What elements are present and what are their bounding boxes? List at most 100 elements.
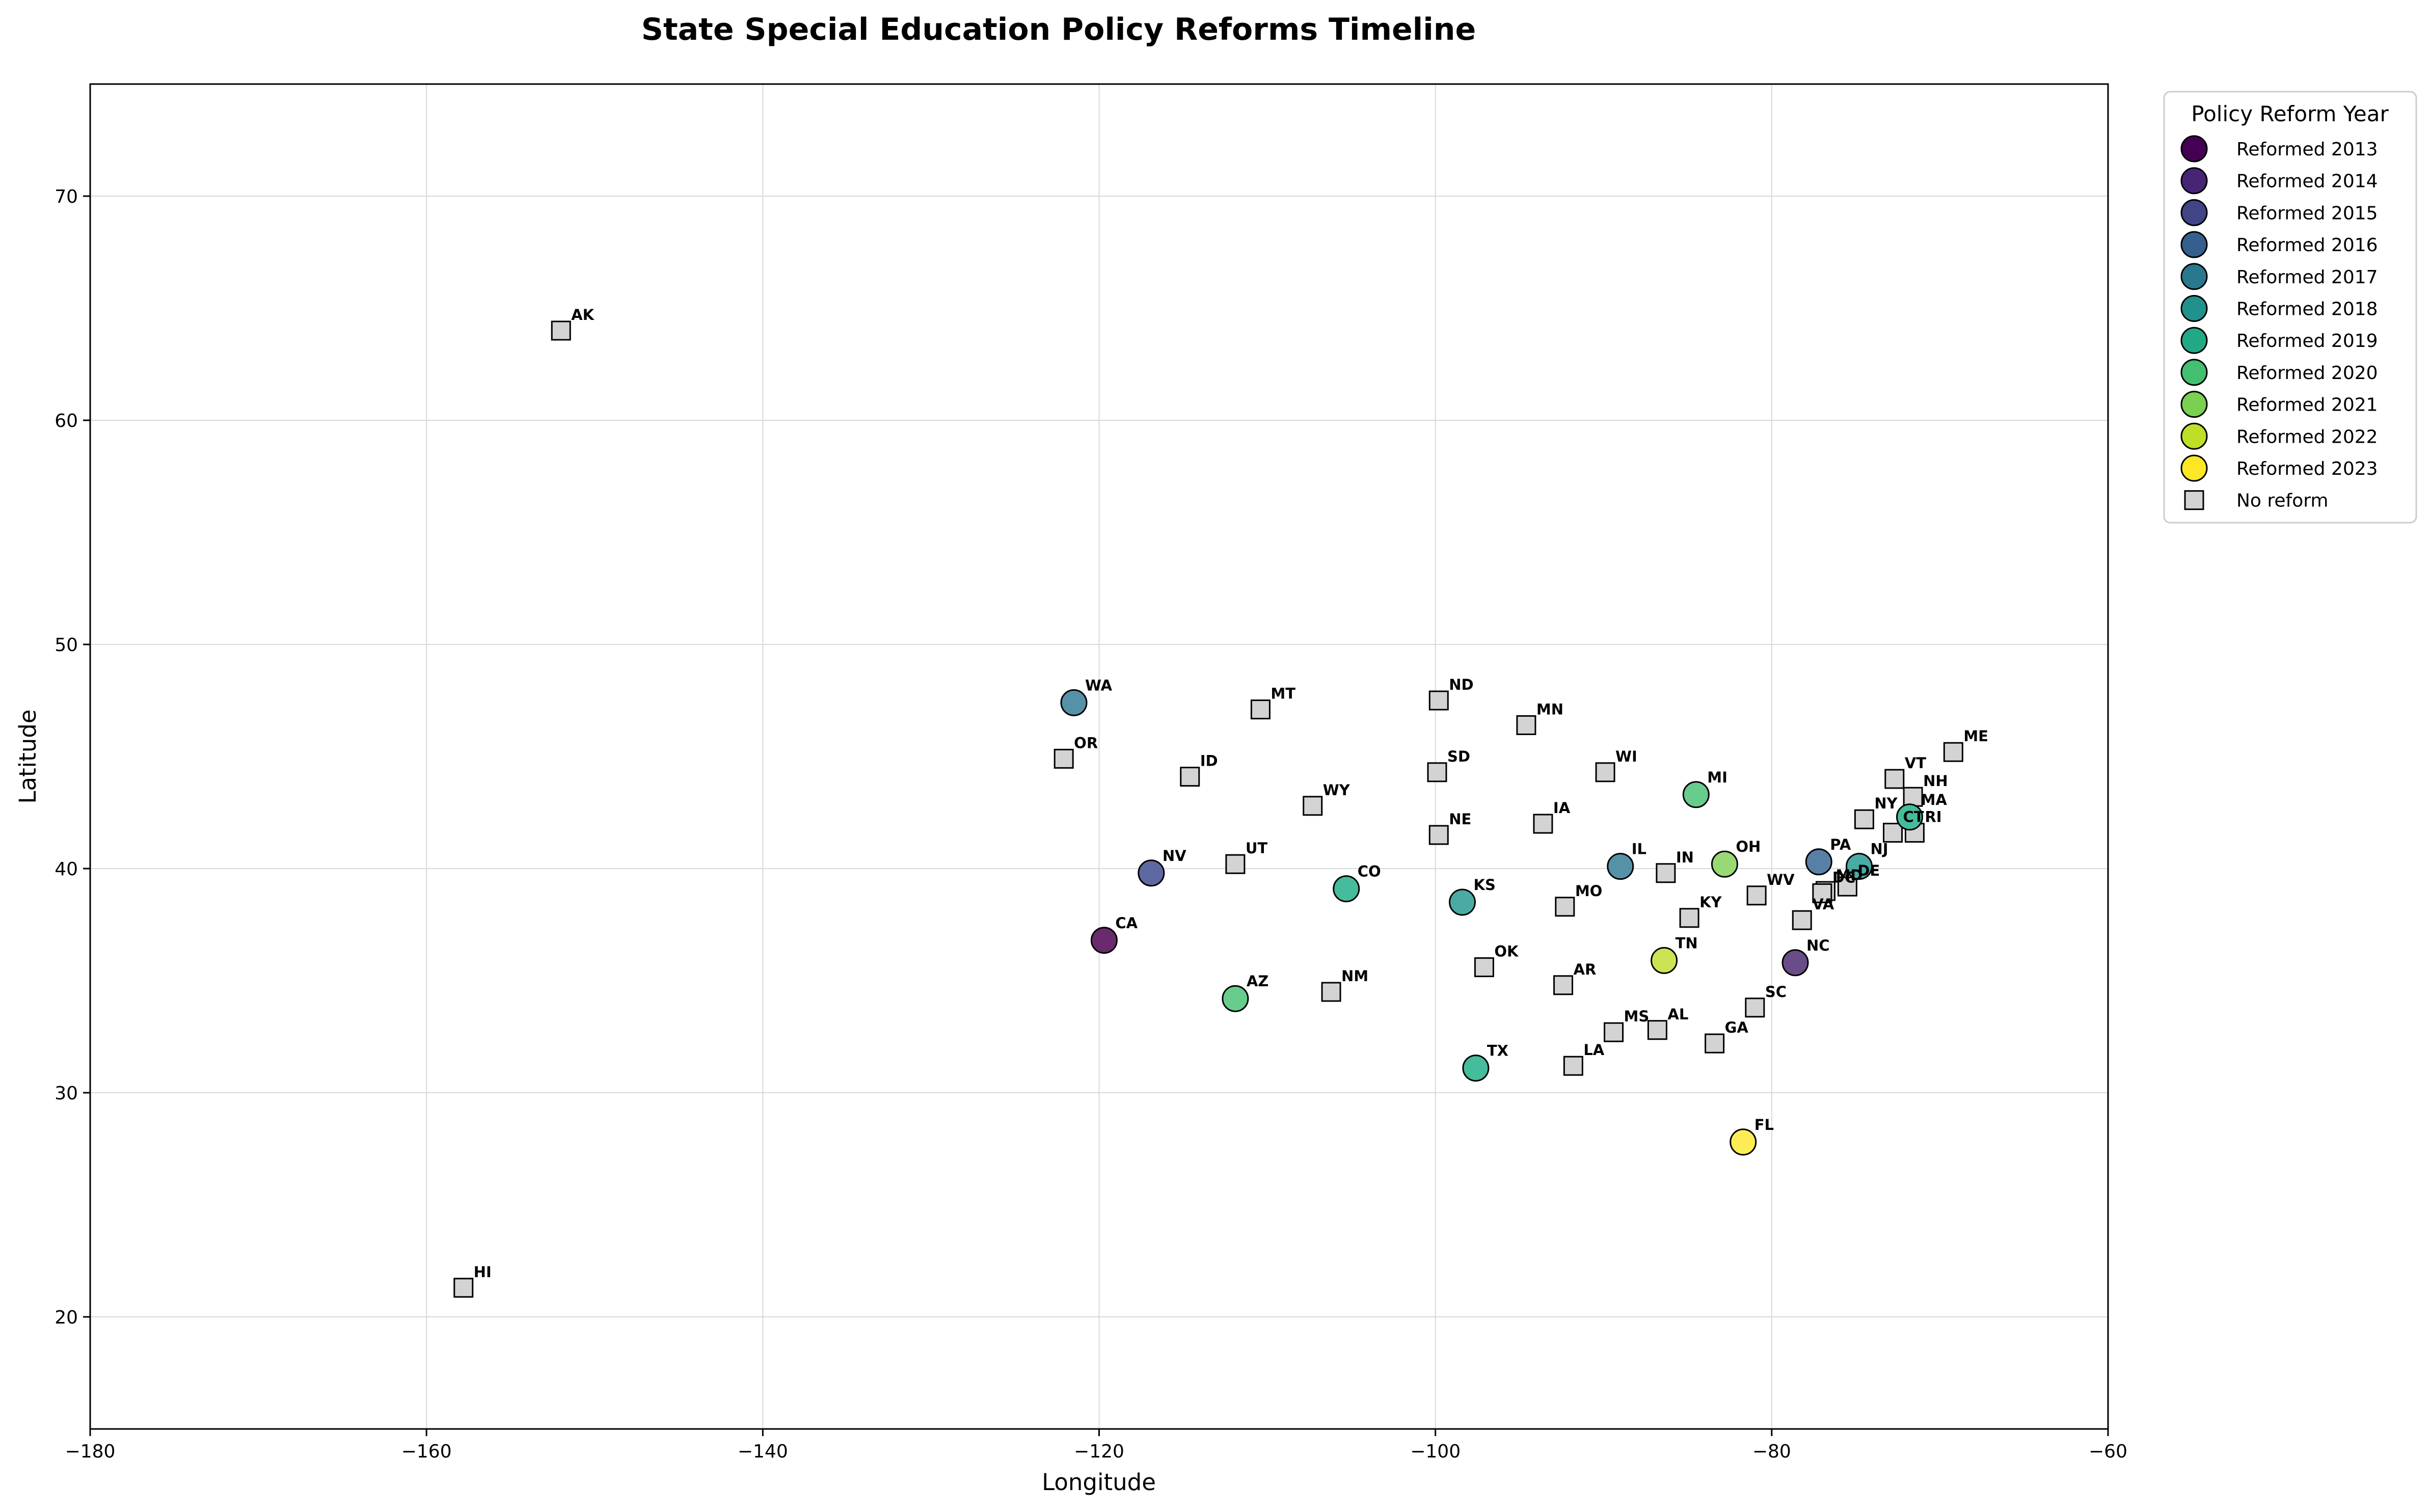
no-reform-marker [1903, 787, 1923, 807]
state-label: HI [474, 1263, 492, 1281]
legend-marker [2184, 490, 2204, 510]
legend-label: Reformed 2022 [2236, 426, 2378, 447]
y-tick-label: 30 [55, 1083, 78, 1104]
no-reform-marker [1904, 823, 1925, 843]
state-label: FL [1754, 1116, 1774, 1133]
legend-title: Policy Reform Year [2191, 101, 2389, 126]
y-tick-label: 60 [55, 411, 78, 431]
state-label: NH [1923, 772, 1948, 790]
no-reform-marker [1474, 957, 1494, 978]
legend-label: Reformed 2016 [2236, 235, 2378, 256]
no-reform-marker [1705, 1033, 1725, 1054]
legend-label: Reformed 2017 [2236, 267, 2378, 288]
state-label: IA [1553, 799, 1571, 817]
state-label: KY [1699, 894, 1722, 911]
no-reform-marker [1943, 742, 1963, 762]
no-reform-marker [1884, 769, 1905, 789]
state-label: SC [1765, 983, 1787, 1001]
no-reform-marker [1656, 863, 1676, 883]
legend-label: Reformed 2021 [2236, 395, 2378, 416]
state-label: RI [1925, 808, 1941, 826]
legend-marker [2180, 167, 2208, 195]
reformed-state-marker [1138, 859, 1165, 887]
axis-ticks: −180 −160 −140 −120 −100 −80 −60 20 30 40 50 60 70 [55, 186, 2127, 1462]
state-label: OK [1494, 943, 1519, 960]
state-label: PA [1830, 836, 1851, 853]
no-reform-marker [1427, 762, 1447, 782]
state-label: ND [1449, 676, 1473, 693]
no-reform-marker [1745, 997, 1765, 1018]
state-label: UT [1246, 840, 1268, 857]
reformed-state-marker [1896, 803, 1924, 831]
legend-marker [2180, 135, 2208, 163]
reformed-state-marker [1805, 848, 1832, 876]
state-label: DC [1832, 869, 1855, 886]
reformed-state-marker [1060, 689, 1088, 716]
state-label: ID [1200, 752, 1218, 770]
y-tick-label: 20 [55, 1307, 78, 1328]
state-label: NM [1341, 967, 1368, 985]
state-label: TN [1676, 934, 1698, 952]
state-label: IN [1676, 849, 1694, 866]
state-label: ME [1963, 727, 1988, 745]
x-tick-label: −180 [65, 1441, 116, 1462]
reformed-state-marker [1222, 985, 1249, 1012]
state-label: NY [1874, 795, 1898, 812]
legend-marker [2180, 454, 2208, 482]
state-label: OH [1736, 838, 1761, 855]
reformed-state-marker [1462, 1055, 1490, 1082]
no-reform-marker [1792, 910, 1812, 930]
state-label: NJ [1870, 841, 1888, 858]
state-label: MS [1624, 1008, 1650, 1025]
state-label: AK [571, 306, 595, 323]
no-reform-marker [1180, 767, 1200, 787]
legend-items: Reformed 2013 Reformed 2014 Reformed 2015 R… [2180, 135, 2378, 511]
reformed-state-marker [1333, 875, 1360, 903]
state-label: MN [1536, 700, 1563, 718]
no-reform-marker [1553, 975, 1574, 995]
no-reform-marker [1533, 814, 1553, 834]
no-reform-marker [1555, 897, 1575, 917]
x-tick-label: −140 [738, 1441, 788, 1462]
state-label: TX [1487, 1042, 1508, 1060]
state-label: WV [1767, 871, 1795, 888]
no-reform-marker [1428, 825, 1449, 845]
no-reform-marker [1303, 796, 1323, 816]
state-label: MO [1575, 882, 1603, 900]
x-tick-label: −120 [1074, 1441, 1124, 1462]
y-tick-label: 70 [55, 186, 78, 207]
state-label: AR [1574, 961, 1597, 978]
no-reform-marker [1647, 1020, 1667, 1040]
state-label: MD [1835, 867, 1862, 884]
state-label: NC [1806, 937, 1830, 954]
no-reform-marker [551, 320, 571, 341]
state-label: IL [1632, 841, 1646, 858]
reformed-state-marker [1682, 781, 1710, 808]
x-tick-label: −100 [1410, 1441, 1461, 1462]
state-label: AL [1667, 1006, 1688, 1023]
chart-title: State Special Education Policy Reforms T… [641, 12, 1476, 47]
no-reform-marker [1595, 762, 1615, 782]
state-label: CO [1358, 863, 1381, 880]
legend: Policy Reform Year Reformed 2013Reformed… [2163, 91, 2417, 524]
state-label: VA [1812, 896, 1834, 913]
reformed-state-marker [1607, 853, 1634, 880]
state-label: WY [1323, 781, 1351, 799]
no-reform-marker [1882, 823, 1903, 843]
legend-label: Reformed 2019 [2236, 331, 2378, 352]
state-label: CA [1115, 914, 1138, 932]
no-reform-marker [1746, 885, 1767, 906]
reformed-state-marker [1448, 888, 1476, 916]
state-label: GA [1725, 1019, 1749, 1036]
state-label: MT [1271, 685, 1295, 703]
data-points [453, 320, 1963, 1298]
x-tick-label: −60 [2089, 1441, 2127, 1462]
no-reform-marker [1225, 854, 1246, 874]
no-reform-marker [1563, 1056, 1583, 1076]
legend-label: Reformed 2013 [2236, 139, 2378, 160]
state-label: CT [1903, 808, 1924, 826]
no-reform-marker [1854, 809, 1874, 829]
reformed-state-marker [1651, 947, 1678, 974]
state-label: AZ [1247, 973, 1268, 990]
